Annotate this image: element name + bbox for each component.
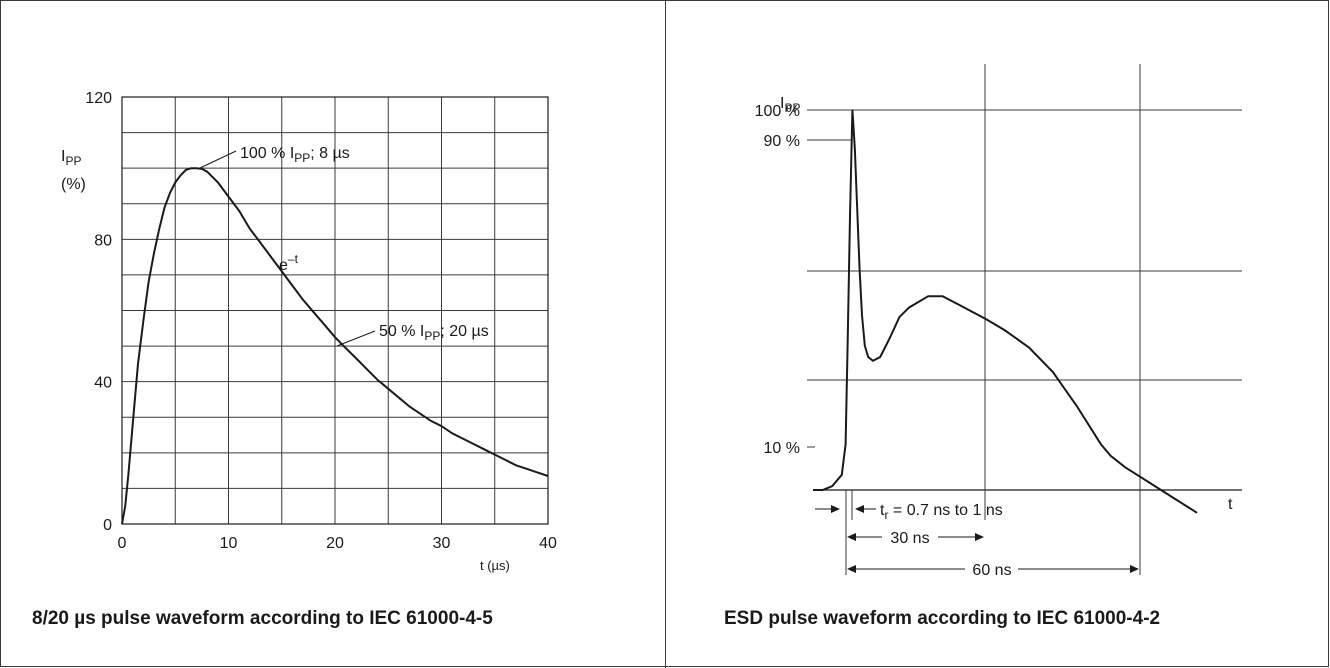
left-x-tick-label: 0 xyxy=(118,535,127,552)
left-x-tick-label: 30 xyxy=(433,535,451,552)
left-x-ticks: 0 10 20 30 40 xyxy=(118,535,557,552)
rise-time-annotation: tr = 0.7 ns to 1 ns xyxy=(880,502,1003,522)
rise-arrowhead-left xyxy=(831,505,840,513)
left-x-tick-label: 20 xyxy=(326,535,344,552)
left-y-tick-label: 120 xyxy=(85,90,112,107)
left-plot-border xyxy=(121,96,549,525)
left-chart-caption: 8/20 µs pulse waveform according to IEC … xyxy=(32,608,493,629)
left-half-leader xyxy=(336,330,376,347)
dim30-label: 30 ns xyxy=(890,530,929,547)
left-x-tick-label: 10 xyxy=(220,535,238,552)
dim60-arrowhead-left xyxy=(847,565,856,573)
left-ylabel-unit: (%) xyxy=(61,176,86,193)
left-ylabel-sub: PP xyxy=(65,154,81,168)
rise-arrowhead-right xyxy=(855,505,864,513)
left-series-line xyxy=(121,167,549,525)
right-ytick-10: 10 % xyxy=(764,440,800,457)
left-y-ticks: 0 40 80 120 xyxy=(85,90,112,534)
left-y-tick-label: 0 xyxy=(103,517,112,534)
right-chart-caption: ESD pulse waveform according to IEC 6100… xyxy=(724,608,1161,629)
dim60-arrowhead-right xyxy=(1130,565,1139,573)
right-ytick-90: 90 % xyxy=(764,133,800,150)
pulse-chart-8-20: 0 40 80 120 0 10 20 30 40 IPP (%) t (µs) 100 % … xyxy=(61,90,557,573)
left-xlabel: t (µs) xyxy=(480,558,510,573)
dim30-arrowhead-right xyxy=(975,533,984,541)
right-xlabel: t xyxy=(1228,496,1233,513)
esd-pulse-chart: IPP 100 % 90 % 10 % t tr = 0.7 ns to 1 n… xyxy=(755,64,1242,579)
right-ytick-100: 100 % xyxy=(755,103,800,120)
right-ylabel: IPP xyxy=(780,95,800,115)
left-ylabel: IPP xyxy=(61,148,81,168)
dim60-label: 60 ns xyxy=(972,562,1011,579)
panel-divider xyxy=(665,0,666,668)
left-peak-leader xyxy=(199,150,237,169)
left-y-tick-label: 40 xyxy=(94,375,112,392)
dim30-arrowhead-left xyxy=(847,533,856,541)
left-x-tick-label: 40 xyxy=(539,535,557,552)
right-series-line xyxy=(813,109,1198,514)
left-half-annotation: 50 % IPP; 20 µs xyxy=(379,323,489,343)
left-y-tick-label: 80 xyxy=(94,232,112,249)
left-peak-annotation: 100 % IPP; 8 µs xyxy=(240,145,350,165)
left-exp-annotation: e–t xyxy=(279,252,299,274)
